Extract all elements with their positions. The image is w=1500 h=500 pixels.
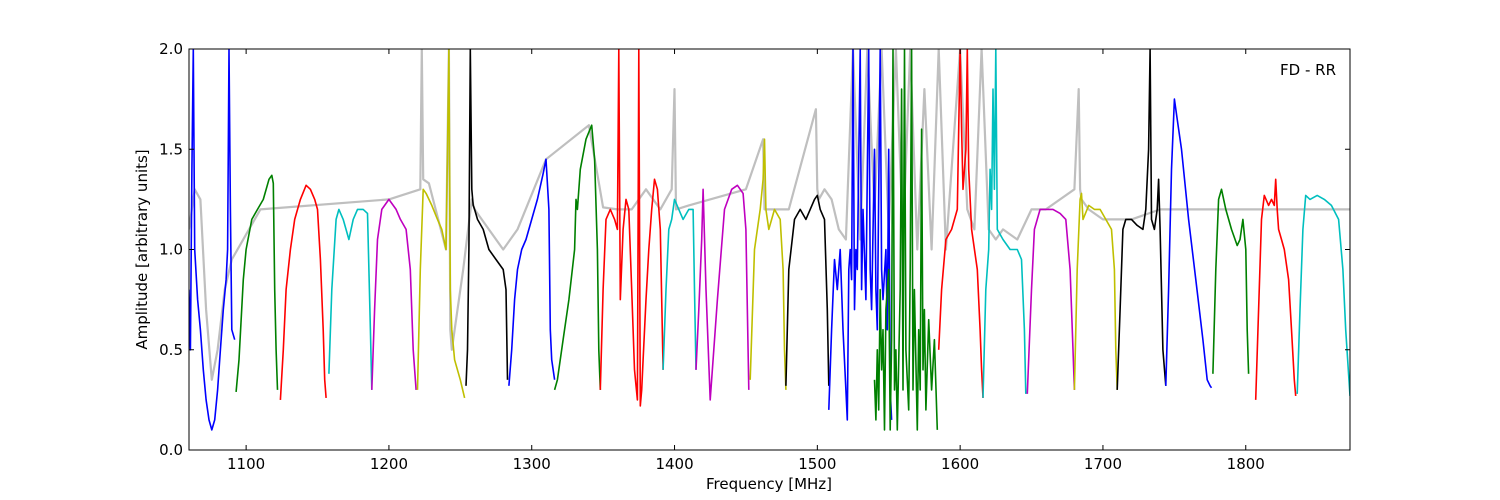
series-line-17	[937, 49, 984, 398]
x-tick-label: 1700	[1084, 455, 1122, 473]
series-line-18	[982, 49, 1027, 398]
series-line-11	[662, 198, 697, 370]
series-line-15	[828, 49, 893, 421]
series-line-21	[1116, 49, 1167, 390]
series-line-4	[328, 208, 373, 390]
x-tick-label: 1800	[1227, 455, 1265, 473]
y-axis-ticks: 0.0 0.5 1.0 1.5 2.0	[159, 40, 1350, 459]
series-line-1	[189, 49, 236, 431]
y-tick-label: 0.0	[159, 441, 183, 459]
x-tick-label: 1500	[798, 455, 836, 473]
annotation-label: FD - RR	[1280, 61, 1336, 79]
x-tick-label: 1400	[655, 455, 693, 473]
series-line-9	[553, 124, 602, 391]
series-line-12	[695, 184, 750, 401]
x-tick-label: 1200	[370, 455, 408, 473]
series-line-20	[1073, 192, 1118, 390]
x-tick-label: 1100	[227, 455, 265, 473]
y-tick-label: 0.5	[159, 341, 183, 359]
series-line-19	[1026, 208, 1076, 394]
series-line-6	[416, 49, 466, 399]
series-line-2	[235, 174, 279, 392]
y-tick-label: 1.0	[159, 241, 183, 259]
series-line-23	[1212, 188, 1250, 374]
series-line-10	[599, 49, 664, 407]
x-tick-label: 1300	[513, 455, 551, 473]
series-line-22	[1165, 98, 1213, 389]
series-line-14	[785, 194, 830, 386]
y-tick-label: 1.5	[159, 140, 183, 158]
background-envelope-line	[189, 49, 1350, 381]
series-line-8	[508, 158, 556, 386]
series-line-16	[873, 49, 939, 431]
y-axis-label: Amplitude [arbitrary units]	[133, 149, 151, 349]
series-line-13	[749, 138, 787, 390]
series-line-24	[1254, 178, 1297, 400]
y-tick-label: 2.0	[159, 40, 183, 58]
x-axis-ticks: 1100 1200 1300 1400 1500 1600 1700 1800	[227, 49, 1265, 473]
series-line-5	[371, 198, 417, 390]
x-tick-label: 1600	[941, 455, 979, 473]
series-layer	[189, 49, 1350, 431]
series-line-7	[465, 49, 509, 386]
background-envelope-layer	[189, 49, 1350, 381]
x-axis-label: Frequency [MHz]	[706, 475, 832, 493]
series-line-3	[279, 184, 327, 400]
series-line-25	[1296, 194, 1350, 396]
